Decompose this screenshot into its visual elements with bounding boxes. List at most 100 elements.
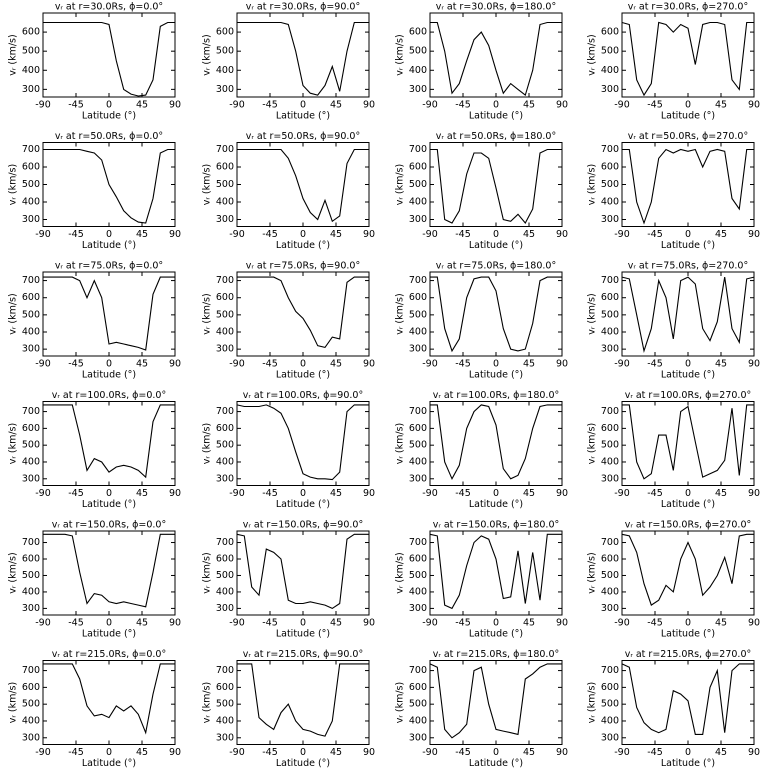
- y-tick-label: 300: [601, 732, 619, 743]
- x-axis-label: Latitude (°): [82, 629, 136, 640]
- y-tick-label: 400: [216, 715, 234, 726]
- x-tick-label: -45: [68, 359, 84, 370]
- y-tick-label: 700: [601, 665, 619, 676]
- y-tick-label: 600: [601, 423, 619, 434]
- x-tick-label: 45: [136, 488, 148, 499]
- x-tick-label: 90: [169, 618, 181, 629]
- panel-title: vᵣ at r=30.0Rs, ϕ=90.0°: [246, 2, 360, 13]
- x-axis-label: Latitude (°): [276, 758, 330, 768]
- y-tick-label: 600: [22, 682, 40, 693]
- x-tick-label: -45: [455, 229, 471, 240]
- x-tick-label: 90: [556, 229, 568, 240]
- y-tick-label: 400: [601, 456, 619, 467]
- x-tick-label: -45: [68, 488, 84, 499]
- panel-title: vᵣ at r=50.0Rs, ϕ=270.0°: [628, 131, 748, 142]
- y-tick-label: 500: [409, 440, 427, 451]
- x-tick-label: 90: [748, 229, 760, 240]
- x-axis-label: Latitude (°): [469, 240, 523, 251]
- data-line: [621, 21, 754, 97]
- panel-title: vᵣ at r=30.0Rs, ϕ=270.0°: [628, 2, 748, 13]
- y-tick-label: 700: [22, 537, 40, 548]
- data-line: [430, 148, 562, 224]
- x-tick-label: 45: [523, 100, 535, 111]
- x-tick-label: -90: [614, 229, 630, 240]
- y-tick-label: 300: [216, 344, 234, 355]
- x-tick-label: 0: [106, 618, 112, 629]
- y-tick-label: 300: [22, 603, 40, 614]
- x-tick-label: -90: [229, 618, 245, 629]
- x-tick-label: 0: [493, 488, 499, 499]
- x-tick-label: -45: [68, 618, 84, 629]
- x-axis-label: Latitude (°): [82, 758, 136, 768]
- y-tick-label: 500: [22, 179, 40, 190]
- x-tick-label: -90: [614, 359, 630, 370]
- y-tick-label: 300: [409, 344, 427, 355]
- y-tick-label: 400: [409, 715, 427, 726]
- y-tick-label: 500: [601, 699, 619, 710]
- x-tick-label: 90: [363, 488, 375, 499]
- x-axis-label: Latitude (°): [661, 758, 715, 768]
- y-tick-label: 500: [22, 440, 40, 451]
- y-tick-label: 600: [216, 554, 234, 565]
- x-tick-label: 45: [715, 359, 727, 370]
- data-line: [236, 404, 369, 481]
- y-tick-label: 300: [601, 214, 619, 225]
- x-tick-label: -90: [422, 229, 438, 240]
- y-tick-label: 600: [216, 682, 234, 693]
- x-tick-label: 90: [363, 229, 375, 240]
- y-tick-label: 700: [216, 406, 234, 417]
- x-tick-label: 0: [300, 618, 306, 629]
- y-axis-label: vᵣ (km/s): [8, 164, 19, 205]
- y-tick-label: 700: [601, 144, 619, 155]
- x-tick-label: -90: [35, 100, 51, 111]
- panel-title: vᵣ at r=100.0Rs, ϕ=180.0°: [433, 390, 560, 401]
- x-axis-label: Latitude (°): [661, 240, 715, 251]
- x-tick-label: 45: [136, 747, 148, 758]
- y-tick-label: 400: [216, 327, 234, 338]
- panel-title: vᵣ at r=150.0Rs, ϕ=180.0°: [433, 520, 560, 531]
- y-tick-label: 700: [409, 537, 427, 548]
- x-tick-label: -45: [262, 229, 278, 240]
- data-line: [429, 663, 562, 739]
- y-axis-label: vᵣ (km/s): [8, 34, 19, 75]
- x-axis-label: Latitude (°): [82, 499, 136, 510]
- x-tick-label: -45: [262, 747, 278, 758]
- y-tick-label: 400: [22, 65, 40, 76]
- data-line: [622, 148, 754, 225]
- x-tick-label: 0: [106, 229, 112, 240]
- x-tick-label: 0: [685, 747, 691, 758]
- y-tick-label: 600: [601, 27, 619, 38]
- x-tick-label: -90: [35, 359, 51, 370]
- x-tick-label: -90: [614, 747, 630, 758]
- y-tick-label: 300: [22, 344, 40, 355]
- y-axis-label: vᵣ (km/s): [202, 293, 213, 334]
- x-tick-label: 45: [330, 229, 342, 240]
- x-tick-label: -90: [229, 488, 245, 499]
- y-tick-label: 500: [409, 179, 427, 190]
- data-line: [43, 533, 175, 608]
- x-axis-label: Latitude (°): [661, 370, 715, 381]
- data-line: [621, 276, 755, 354]
- y-axis-label: vᵣ (km/s): [202, 552, 213, 593]
- x-tick-label: -90: [35, 229, 51, 240]
- x-tick-label: 45: [523, 747, 535, 758]
- x-tick-label: -45: [455, 488, 471, 499]
- y-tick-label: 300: [409, 603, 427, 614]
- y-tick-label: 300: [22, 214, 40, 225]
- panel-title: vᵣ at r=150.0Rs, ϕ=90.0°: [243, 520, 363, 531]
- panel-title: vᵣ at r=100.0Rs, ϕ=0.0°: [52, 390, 166, 401]
- panel-title: vᵣ at r=150.0Rs, ϕ=270.0°: [625, 520, 752, 531]
- y-axis-label: vᵣ (km/s): [395, 423, 406, 464]
- y-tick-label: 500: [409, 309, 427, 320]
- y-tick-label: 500: [22, 699, 40, 710]
- x-tick-label: -90: [35, 747, 51, 758]
- x-tick-label: 90: [169, 100, 181, 111]
- x-tick-label: 90: [169, 747, 181, 758]
- x-tick-label: 90: [169, 488, 181, 499]
- x-tick-label: 45: [715, 618, 727, 629]
- x-tick-label: -45: [647, 618, 663, 629]
- y-tick-label: 500: [216, 699, 234, 710]
- plot-frame: [429, 12, 563, 98]
- y-axis-label: vᵣ (km/s): [202, 34, 213, 75]
- y-tick-label: 700: [409, 406, 427, 417]
